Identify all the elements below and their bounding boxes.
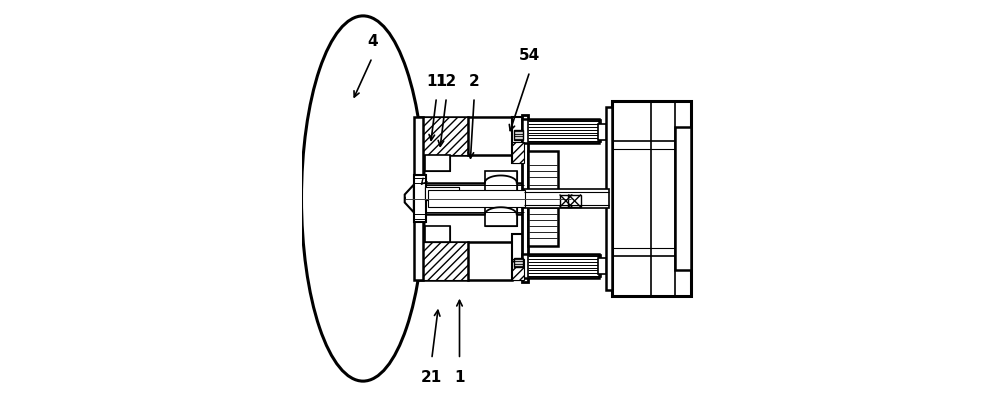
Text: 12: 12 <box>436 74 457 89</box>
Bar <box>528 255 601 277</box>
Bar <box>528 120 601 142</box>
Bar <box>512 142 524 163</box>
Bar <box>468 242 512 280</box>
Text: 1: 1 <box>454 370 465 385</box>
Bar <box>560 195 572 207</box>
Bar <box>528 151 558 246</box>
Bar <box>522 115 528 282</box>
Bar <box>524 189 609 208</box>
Bar <box>675 127 691 270</box>
Bar <box>425 155 450 171</box>
Bar <box>414 175 426 222</box>
Bar <box>419 117 468 155</box>
Bar <box>425 155 450 171</box>
Bar <box>468 117 512 155</box>
Bar <box>428 190 525 207</box>
Bar <box>522 254 599 278</box>
Text: 4: 4 <box>367 34 377 49</box>
Bar <box>512 259 524 280</box>
Bar <box>419 117 468 155</box>
Bar <box>598 258 606 274</box>
Text: 2: 2 <box>469 74 480 89</box>
Ellipse shape <box>302 16 425 381</box>
Bar <box>425 187 459 200</box>
Bar <box>514 130 523 140</box>
Bar <box>425 187 459 200</box>
Bar <box>425 226 450 242</box>
Bar <box>522 254 599 278</box>
Bar <box>468 117 512 155</box>
Bar <box>425 226 450 242</box>
Text: 21: 21 <box>421 370 442 385</box>
Polygon shape <box>405 185 414 212</box>
Bar <box>522 119 599 143</box>
Bar <box>522 119 599 143</box>
Bar <box>423 183 526 214</box>
Bar <box>568 195 581 207</box>
Bar <box>512 234 524 280</box>
Text: 11: 11 <box>426 74 447 89</box>
Bar <box>419 242 468 280</box>
Bar <box>512 117 524 163</box>
Bar <box>514 258 523 267</box>
Bar <box>606 107 612 290</box>
Bar <box>414 117 423 280</box>
Bar <box>598 124 606 140</box>
Bar <box>485 202 517 226</box>
Bar <box>468 242 512 280</box>
Bar <box>485 171 517 195</box>
Bar <box>612 101 691 296</box>
Bar <box>485 171 517 195</box>
Bar <box>419 242 468 280</box>
Bar <box>485 202 517 226</box>
Text: 54: 54 <box>519 48 540 63</box>
